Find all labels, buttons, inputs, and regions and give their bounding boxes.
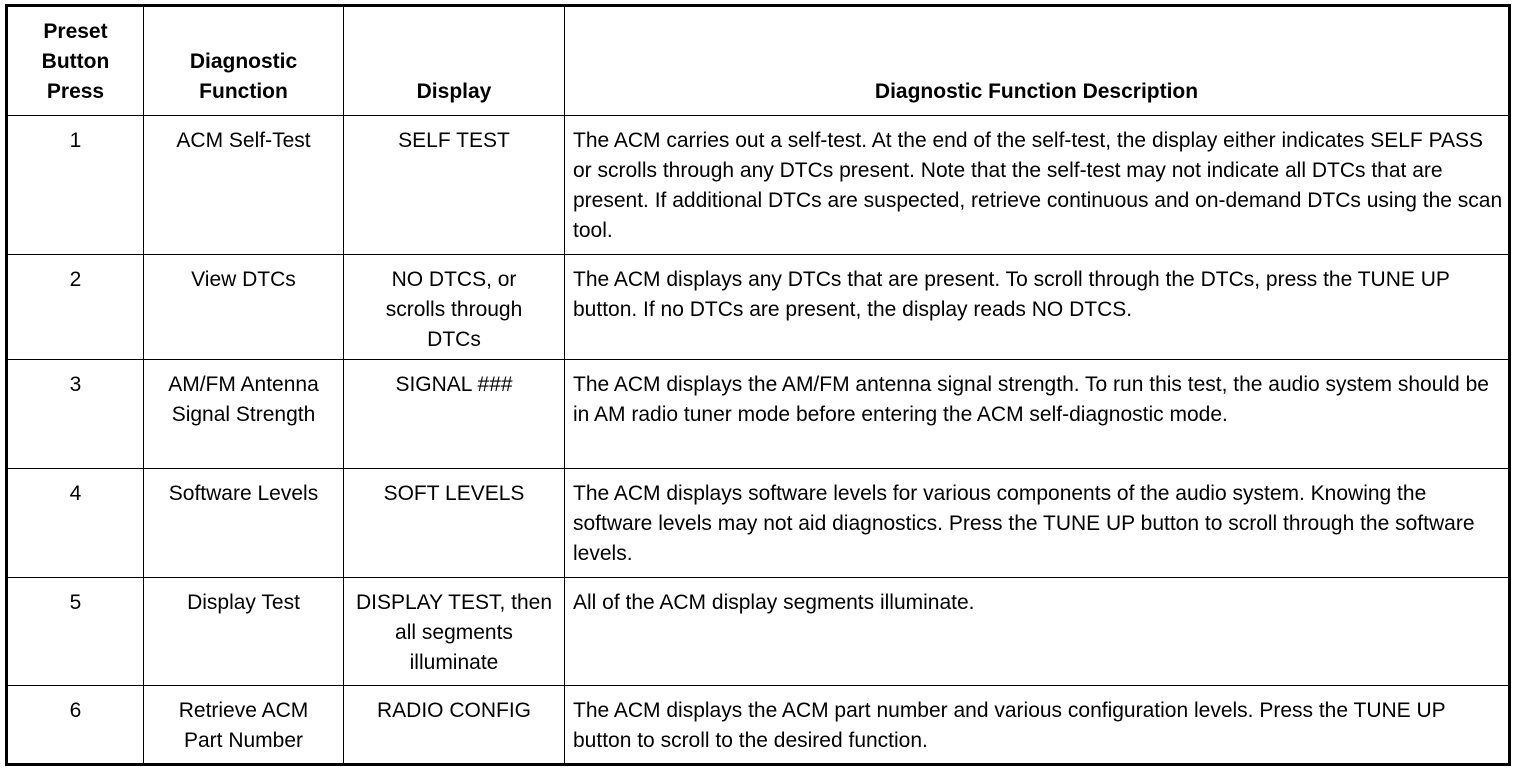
press-cell: 1 xyxy=(6,115,144,255)
press-cell: 3 xyxy=(6,359,144,469)
function-cell: View DTCs xyxy=(143,254,344,360)
display-cell: DISPLAY TEST, then all segments illumina… xyxy=(343,577,565,686)
function-cell: ACM Self-Test xyxy=(143,115,344,255)
description-cell: All of the ACM display segments illumina… xyxy=(564,577,1510,686)
display-cell: NO DTCS, or scrolls through DTCs xyxy=(343,254,565,360)
table-row: 2 View DTCs NO DTCS, or scrolls through … xyxy=(6,254,1510,360)
function-cell: Display Test xyxy=(143,577,344,686)
press-cell: 5 xyxy=(6,577,144,686)
header-description: Diagnostic Function Description xyxy=(564,5,1510,116)
header-function: Diagnostic Function xyxy=(143,5,344,116)
table-row: 4 Software Levels SOFT LEVELS The ACM di… xyxy=(6,468,1510,578)
press-cell: 2 xyxy=(6,254,144,360)
function-cell: Retrieve ACM Part Number xyxy=(143,685,344,765)
description-cell: The ACM displays the AM/FM antenna signa… xyxy=(564,359,1510,469)
table-row: 3 AM/FM Antenna Signal Strength SIGNAL #… xyxy=(6,359,1510,469)
table-row: 1 ACM Self-Test SELF TEST The ACM carrie… xyxy=(6,115,1510,255)
table-row: 5 Display Test DISPLAY TEST, then all se… xyxy=(6,577,1510,686)
header-row: Preset Button Press Diagnostic Function … xyxy=(6,5,1510,116)
display-cell: SELF TEST xyxy=(343,115,565,255)
description-cell: The ACM displays any DTCs that are prese… xyxy=(564,254,1510,360)
diagnostic-table: Preset Button Press Diagnostic Function … xyxy=(5,4,1511,766)
display-cell: SOFT LEVELS xyxy=(343,468,565,578)
display-cell: SIGNAL ### xyxy=(343,359,565,469)
header-display: Display xyxy=(343,5,565,116)
description-cell: The ACM displays the ACM part number and… xyxy=(564,685,1510,765)
display-cell: RADIO CONFIG xyxy=(343,685,565,765)
function-cell: Software Levels xyxy=(143,468,344,578)
table-row: 6 Retrieve ACM Part Number RADIO CONFIG … xyxy=(6,685,1510,765)
press-cell: 4 xyxy=(6,468,144,578)
function-cell: AM/FM Antenna Signal Strength xyxy=(143,359,344,469)
press-cell: 6 xyxy=(6,685,144,765)
description-cell: The ACM carries out a self-test. At the … xyxy=(564,115,1510,255)
header-press: Preset Button Press xyxy=(6,5,144,116)
description-cell: The ACM displays software levels for var… xyxy=(564,468,1510,578)
